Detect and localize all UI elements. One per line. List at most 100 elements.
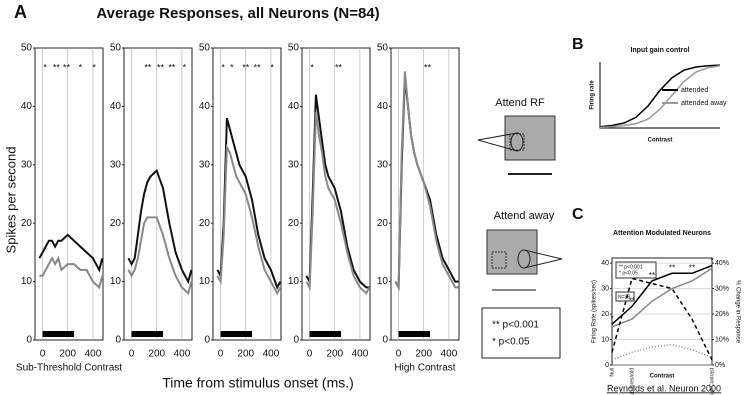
x-tick-label: 200 bbox=[326, 349, 343, 360]
y2-tick-label: 0% bbox=[715, 362, 725, 369]
y-tick-label: 20 bbox=[288, 218, 300, 229]
x-axis-label: Contrast bbox=[648, 138, 673, 144]
significance-mark: ** bbox=[689, 263, 695, 272]
legend-text: * p<0.05 bbox=[619, 270, 638, 276]
panel-letter: A bbox=[14, 2, 27, 22]
y-tick-label: 20 bbox=[377, 218, 389, 229]
x-tick-label: Sub-threshold bbox=[629, 368, 635, 395]
x-tick-label: 400 bbox=[85, 349, 102, 360]
x-tick-label: 200 bbox=[59, 349, 76, 360]
y-tick-label: 30 bbox=[21, 159, 33, 170]
significance-mark: ** bbox=[168, 62, 176, 72]
panel-caption: Sub-Threshold Contrast bbox=[16, 363, 122, 374]
significance-mark: ** bbox=[144, 62, 152, 72]
y-tick-label: 30 bbox=[288, 159, 300, 170]
condition-label: Attend away bbox=[494, 210, 555, 222]
significance-mark: * bbox=[230, 62, 234, 72]
legend-text: * p<0.05 bbox=[492, 337, 530, 348]
y2-tick-label: 20% bbox=[715, 311, 729, 318]
significance-mark: * bbox=[79, 62, 83, 72]
y-tick-label: 20 bbox=[601, 311, 609, 318]
y-tick-label: 30 bbox=[377, 159, 389, 170]
y-tick-label: 10 bbox=[199, 276, 211, 287]
significance-mark: * bbox=[43, 62, 47, 72]
y-tick-label: 10 bbox=[21, 276, 33, 287]
significance-mark: * bbox=[183, 62, 187, 72]
legend-text: ** p<0.001 bbox=[492, 320, 539, 331]
series-line bbox=[38, 233, 104, 273]
y-tick-label: 0 bbox=[204, 335, 210, 346]
y-tick-label: 10 bbox=[377, 276, 389, 287]
stimulus-bar bbox=[42, 331, 75, 337]
series-line bbox=[127, 168, 193, 285]
legend-box bbox=[481, 307, 561, 359]
plot-frame bbox=[34, 47, 104, 341]
x-axis-label: Time from stimulus onset (ms.) bbox=[162, 375, 354, 391]
y-tick-label: 10 bbox=[110, 276, 122, 287]
significance-mark: ** bbox=[649, 271, 655, 280]
series-line bbox=[39, 255, 104, 290]
x-tick-label: 200 bbox=[148, 349, 165, 360]
significance-mark: ** bbox=[669, 263, 675, 272]
plot-frame bbox=[301, 47, 371, 341]
y-tick-label: 40 bbox=[110, 101, 122, 112]
x-tick-label: 0 bbox=[396, 349, 402, 360]
attend-rf-icon bbox=[477, 115, 556, 175]
y-tick-label: 0 bbox=[605, 362, 609, 369]
significance-mark: * bbox=[310, 62, 314, 72]
y-tick-label: 40 bbox=[377, 101, 389, 112]
x-tick-label: 0 bbox=[218, 349, 224, 360]
legend-box bbox=[615, 291, 635, 302]
x-tick-label: 200 bbox=[415, 349, 432, 360]
series-line bbox=[611, 264, 713, 325]
chart-title: Input gain control bbox=[630, 47, 689, 54]
panel-letter: B bbox=[572, 36, 584, 53]
y-tick-label: 10 bbox=[288, 276, 300, 287]
y-tick-label: 50 bbox=[377, 43, 389, 54]
y2-tick-label: 40% bbox=[715, 260, 729, 267]
series-line bbox=[611, 277, 713, 361]
significance-mark: * bbox=[710, 256, 713, 265]
x-tick-label: Null bbox=[609, 368, 615, 377]
x-tick-label: 400 bbox=[263, 349, 280, 360]
significance-mark: * bbox=[270, 62, 274, 72]
series-line bbox=[394, 71, 459, 292]
y2-axis-label: % Change in Response bbox=[734, 280, 740, 344]
series-line bbox=[127, 216, 193, 296]
significance-mark: ** bbox=[63, 62, 71, 72]
y-tick-label: 0 bbox=[382, 335, 388, 346]
x-tick-label: 0 bbox=[40, 349, 46, 360]
y2-tick-label: 30% bbox=[715, 285, 729, 292]
citation: Reynolds et al. Neuron 2000 bbox=[607, 383, 721, 393]
stimulus-bar bbox=[398, 331, 431, 337]
significance-mark: ** bbox=[424, 62, 432, 72]
y-tick-label: 30 bbox=[110, 159, 122, 170]
y-tick-label: 0 bbox=[293, 335, 299, 346]
stimulus-bar bbox=[309, 331, 342, 337]
significance-mark: ** bbox=[53, 62, 61, 72]
significance-mark: * bbox=[221, 62, 225, 72]
y-tick-label: 50 bbox=[110, 43, 122, 54]
y-tick-label: 40 bbox=[288, 101, 300, 112]
legend-box bbox=[615, 261, 657, 279]
panel-title: Average Responses, all Neurons (N=84) bbox=[96, 5, 379, 22]
series-line bbox=[599, 65, 721, 129]
y-tick-label: 20 bbox=[199, 218, 211, 229]
significance-mark: ** bbox=[629, 297, 635, 306]
significance-mark: ** bbox=[157, 62, 165, 72]
legend-label: attended bbox=[681, 87, 708, 94]
y-tick-label: 10 bbox=[601, 336, 609, 343]
series-line bbox=[305, 112, 371, 295]
series-line bbox=[611, 343, 713, 361]
x-tick-label: 0 bbox=[129, 349, 135, 360]
y-tick-label: 0 bbox=[26, 335, 32, 346]
y-tick-label: 50 bbox=[199, 43, 211, 54]
series-line bbox=[216, 143, 282, 296]
x-tick-label: 400 bbox=[352, 349, 369, 360]
plot-frame bbox=[123, 47, 193, 341]
y-tick-label: 30 bbox=[601, 285, 609, 292]
stimulus-bar bbox=[131, 331, 164, 337]
y-tick-label: 40 bbox=[21, 101, 33, 112]
